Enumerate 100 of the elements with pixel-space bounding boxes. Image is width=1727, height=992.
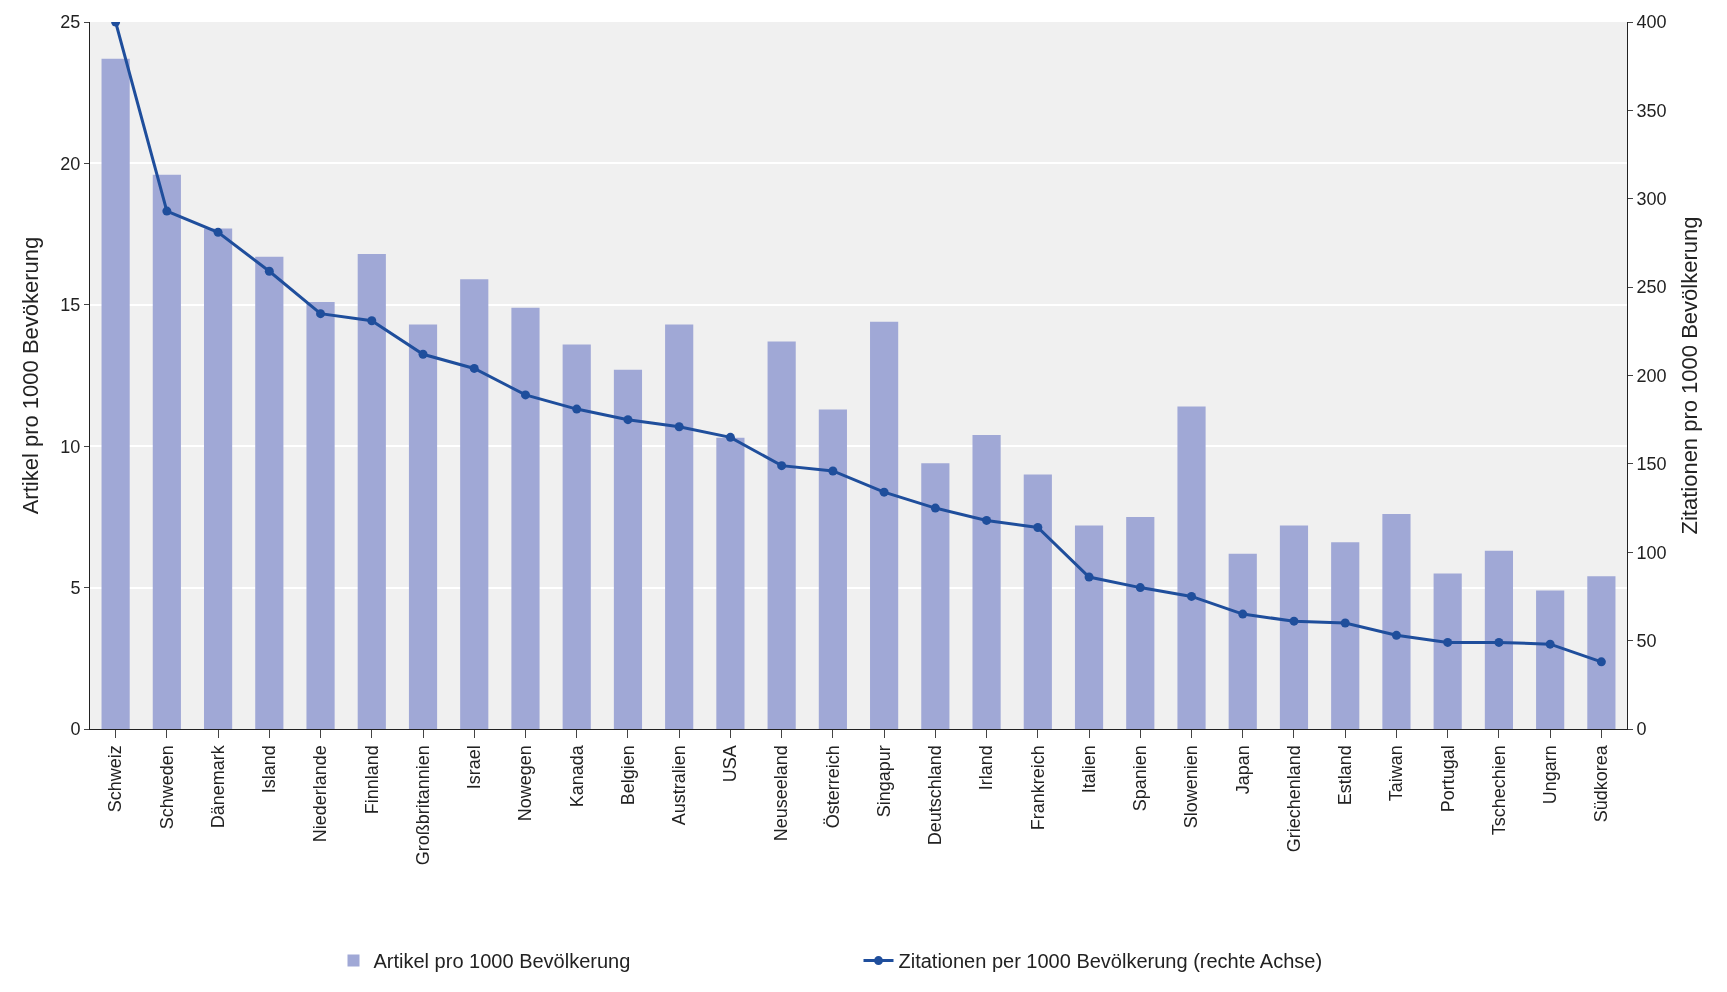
bar xyxy=(460,279,489,729)
x-tick-label: Tschechien xyxy=(1488,745,1509,836)
point xyxy=(520,390,530,400)
bar xyxy=(152,174,181,729)
bar xyxy=(511,307,540,729)
y2-tick-label: 200 xyxy=(1636,365,1667,386)
bar xyxy=(921,463,950,729)
y2-tick-label: 250 xyxy=(1636,277,1667,298)
y2-tick-label: 300 xyxy=(1636,189,1667,210)
bar xyxy=(203,228,233,729)
y-axis-title: Artikel pro 1000 Bevökerung xyxy=(18,236,44,515)
point xyxy=(674,422,684,432)
y-tick-label: 5 xyxy=(70,577,81,598)
y2-tick-label: 150 xyxy=(1636,454,1667,475)
x-tick-label: Nowegen xyxy=(515,745,536,822)
point xyxy=(1340,618,1350,628)
bar xyxy=(767,341,796,729)
bar xyxy=(1331,542,1360,729)
point xyxy=(930,503,940,513)
point xyxy=(264,266,274,276)
point xyxy=(1443,637,1453,647)
bar xyxy=(255,256,284,729)
x-tick-label: Südkorea xyxy=(1591,744,1612,823)
y2-axis-title: Zitationen pro 1000 Bevölkerung xyxy=(1676,216,1702,535)
point xyxy=(623,415,633,425)
bar xyxy=(716,437,745,729)
point xyxy=(777,461,787,471)
x-tick-label: Estland xyxy=(1335,745,1356,806)
bar xyxy=(562,344,591,729)
point xyxy=(725,432,735,442)
point xyxy=(1494,637,1504,647)
x-tick-label: Kanada xyxy=(566,744,587,808)
x-tick-label: Griechenland xyxy=(1283,745,1304,853)
x-tick-label: Ungarn xyxy=(1540,745,1560,805)
x-tick-label: Spanien xyxy=(1130,745,1151,812)
point xyxy=(1187,591,1197,601)
bar xyxy=(665,324,694,729)
y2-tick-label: 400 xyxy=(1636,12,1667,33)
bar xyxy=(408,324,438,729)
legend-label: Artikel pro 1000 Bevölkerung xyxy=(373,950,631,973)
y2-tick-label: 100 xyxy=(1636,542,1667,563)
bar xyxy=(306,301,335,729)
x-tick-label: Singapur xyxy=(873,745,894,818)
bar xyxy=(1279,525,1309,729)
bar xyxy=(1433,573,1462,729)
point xyxy=(469,363,479,373)
x-tick-label: Frankreich xyxy=(1027,745,1048,831)
point xyxy=(316,309,326,319)
y-tick-label: 15 xyxy=(60,295,81,316)
bar xyxy=(1484,550,1514,729)
x-tick-label: Deutschland xyxy=(925,745,946,846)
x-tick-label: Schweiz xyxy=(105,745,126,813)
x-tick-label: Neuseeland xyxy=(771,745,792,842)
point xyxy=(572,404,582,414)
bar xyxy=(101,58,130,729)
point xyxy=(367,316,377,326)
bar xyxy=(1382,514,1411,729)
bar xyxy=(972,434,1001,729)
point xyxy=(982,515,992,525)
point xyxy=(879,487,889,497)
point xyxy=(1135,583,1145,593)
point xyxy=(1391,630,1401,640)
bar xyxy=(818,409,847,729)
x-tick-label: Israel xyxy=(464,745,485,790)
point xyxy=(828,466,838,476)
bar xyxy=(1074,525,1104,729)
x-tick-label: Österreich xyxy=(822,745,843,829)
y-tick-label: 10 xyxy=(60,436,81,457)
x-tick-label: Italien xyxy=(1078,745,1099,794)
bar xyxy=(1587,576,1616,729)
y-tick-label: 25 xyxy=(60,12,81,33)
point xyxy=(213,227,223,237)
y2-tick-label: 50 xyxy=(1636,630,1657,651)
point xyxy=(1084,572,1094,582)
bar xyxy=(1177,406,1206,729)
x-tick-label: Australien xyxy=(669,745,690,826)
x-tick-label: Irland xyxy=(976,745,997,791)
point xyxy=(162,206,172,216)
legend-label: Zitationen per 1000 Bevölkerung (rechte Achse) xyxy=(898,950,1323,973)
x-tick-label: Slowenien xyxy=(1181,745,1202,829)
x-tick-label: Finnland xyxy=(361,745,382,815)
bar xyxy=(613,369,643,729)
y2-tick-label: 350 xyxy=(1636,100,1667,121)
point xyxy=(1596,657,1606,667)
bar xyxy=(870,321,899,729)
x-tick-label: Niederlande xyxy=(310,745,331,843)
bar xyxy=(357,253,386,729)
x-tick-label: Island xyxy=(259,745,280,794)
point xyxy=(1033,523,1043,533)
y2-tick-label: 0 xyxy=(1636,719,1647,740)
point xyxy=(1238,609,1248,619)
point xyxy=(1289,616,1299,626)
point xyxy=(418,349,428,359)
x-tick-label: Portugal xyxy=(1437,745,1458,813)
bar xyxy=(1126,516,1155,729)
y-tick-label: 0 xyxy=(70,719,81,740)
bar xyxy=(1023,474,1052,729)
y-tick-label: 20 xyxy=(60,153,81,174)
bar xyxy=(1536,590,1565,729)
x-tick-label: Japan xyxy=(1232,745,1253,795)
